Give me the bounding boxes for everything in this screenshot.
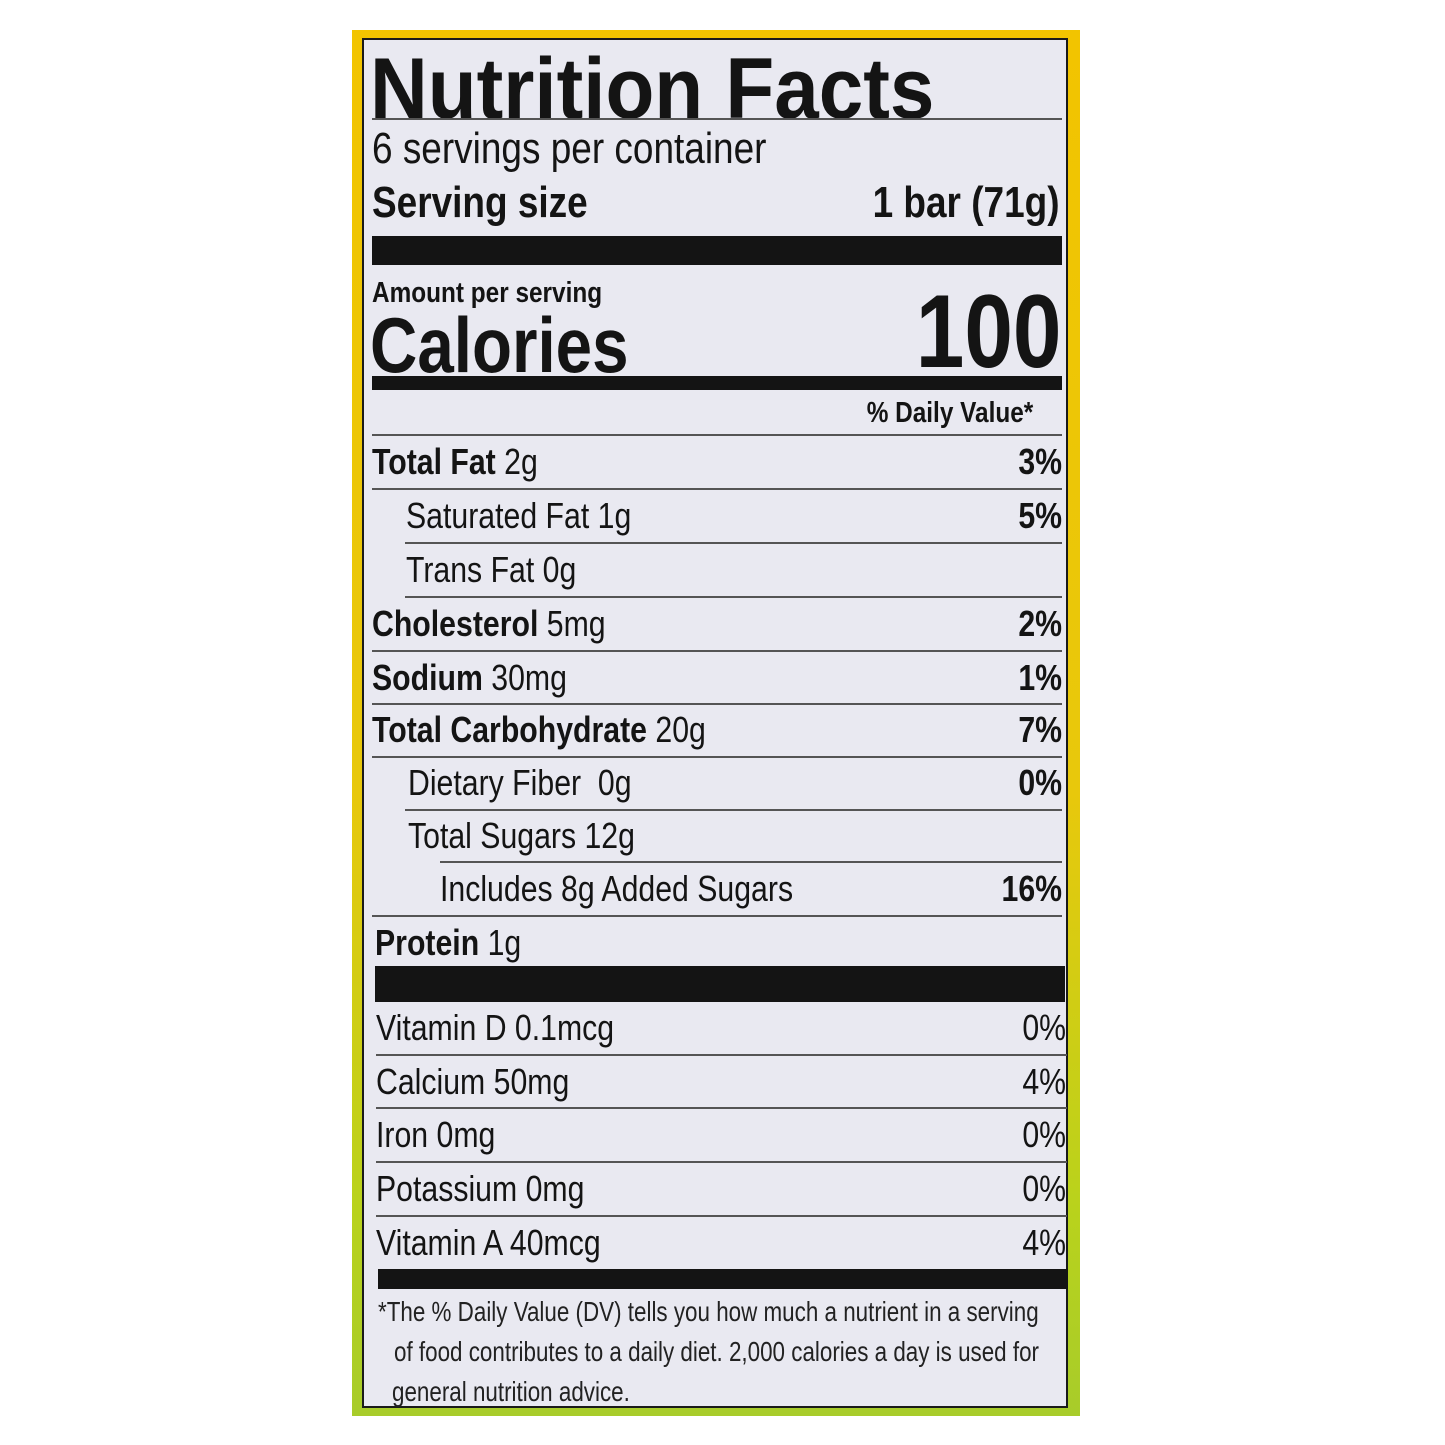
nutrient-row-total-carbohydrate: Total Carbohydrate 20g 7% bbox=[372, 705, 1062, 755]
footnote-line: *The % Daily Value (DV) tells you how mu… bbox=[378, 1296, 1039, 1327]
vitamin-row-iron: Iron 0mg 0% bbox=[376, 1110, 1066, 1160]
amount-per-serving: Amount per serving bbox=[372, 276, 646, 310]
divider bbox=[376, 1161, 1067, 1163]
title-text: Nutrition Facts bbox=[370, 41, 935, 137]
nutrient-amount: 1g bbox=[487, 922, 522, 963]
servings-text: 6 servings per container bbox=[372, 124, 767, 173]
divider bbox=[372, 756, 1062, 758]
divider bbox=[440, 861, 1062, 863]
serving-size-label-text: Serving size bbox=[372, 178, 588, 227]
nutrient-row-sodium: Sodium 30mg 1% bbox=[372, 653, 1062, 703]
nutrient-dv: 5% bbox=[1018, 495, 1062, 536]
nutrient-row-saturated-fat: Saturated Fat 1g 5% bbox=[372, 491, 1062, 541]
nutrient-name: Sodium bbox=[372, 657, 483, 698]
nutrient-amount: 20g bbox=[655, 709, 706, 750]
nutrient-row-dietary-fiber: Dietary Fiber 0g 0% bbox=[372, 758, 1062, 808]
nutrient-dv: 3% bbox=[1018, 441, 1062, 482]
divider bbox=[372, 434, 1062, 436]
nutrient-name: Includes 8g Added Sugars bbox=[440, 868, 794, 909]
vitamin-dv: 4% bbox=[1022, 1222, 1066, 1263]
vitamin-dv: 0% bbox=[1022, 1114, 1066, 1155]
nutrient-name: Cholesterol bbox=[372, 603, 539, 644]
divider bbox=[376, 1215, 1067, 1217]
divider bbox=[405, 809, 1062, 811]
thick-bar bbox=[372, 236, 1062, 265]
title: Nutrition Facts bbox=[370, 44, 977, 134]
nutrient-name: Total Fat bbox=[372, 441, 496, 482]
divider bbox=[372, 703, 1062, 705]
nutrient-row-cholesterol: Cholesterol 5mg 2% bbox=[372, 599, 1062, 649]
nutrient-row-total-sugars: Total Sugars 12g bbox=[372, 811, 1062, 861]
vitamin-name: Vitamin A 40mcg bbox=[376, 1222, 601, 1263]
nutrition-facts-panel bbox=[362, 38, 1068, 1408]
thick-bar bbox=[375, 966, 1065, 1002]
nutrient-dv: 2% bbox=[1018, 603, 1062, 644]
nutrient-row-trans-fat: Trans Fat 0g bbox=[372, 545, 1062, 595]
nutrient-dv: 1% bbox=[1018, 657, 1062, 698]
divider bbox=[372, 118, 1062, 120]
footnote-line: of food contributes to a daily diet. 2,0… bbox=[394, 1336, 1040, 1367]
dv-header-text: % Daily Value* bbox=[866, 397, 1033, 429]
amount-per-serving-text: Amount per serving bbox=[372, 277, 603, 309]
medium-bar bbox=[372, 376, 1062, 390]
vitamin-dv: 4% bbox=[1022, 1061, 1066, 1102]
servings-per-container: 6 servings per container bbox=[372, 124, 842, 174]
footnote-line: general nutrition advice. bbox=[392, 1376, 630, 1407]
vitamin-dv: 0% bbox=[1022, 1168, 1066, 1209]
calories-label-text: Calories bbox=[370, 301, 629, 389]
divider bbox=[405, 596, 1062, 598]
serving-size-label: Serving size bbox=[372, 178, 629, 228]
nutrient-name: Total Carbohydrate bbox=[372, 709, 647, 750]
nutrient-name: Dietary Fiber 0g bbox=[408, 762, 632, 803]
nutrient-row-total-fat: Total Fat 2g 3% bbox=[372, 437, 1062, 487]
footnote: *The % Daily Value (DV) tells you how mu… bbox=[378, 1292, 1204, 1412]
nutrient-amount: 2g bbox=[504, 441, 538, 482]
nutrient-amount: 30mg bbox=[491, 657, 567, 698]
nutrient-name: Protein bbox=[375, 922, 480, 963]
divider bbox=[376, 1107, 1067, 1109]
vitamin-name: Iron 0mg bbox=[376, 1114, 496, 1155]
calories-value: 100 bbox=[888, 280, 1062, 384]
thick-bar bbox=[378, 1269, 1068, 1289]
vitamin-name: Potassium 0mg bbox=[376, 1168, 585, 1209]
nutrient-row-added-sugars: Includes 8g Added Sugars 16% bbox=[372, 864, 1062, 914]
divider bbox=[376, 1054, 1067, 1056]
vitamin-dv: 0% bbox=[1022, 1007, 1066, 1048]
vitamin-row-calcium: Calcium 50mg 4% bbox=[376, 1057, 1066, 1107]
serving-size-value: 1 bar (71g) bbox=[837, 178, 1060, 228]
vitamin-name: Vitamin D 0.1mcg bbox=[376, 1007, 615, 1048]
daily-value-header: % Daily Value* bbox=[835, 396, 1033, 430]
nutrient-name: Trans Fat 0g bbox=[406, 549, 577, 590]
vitamin-row-d: Vitamin D 0.1mcg 0% bbox=[376, 1003, 1066, 1053]
vitamin-row-a: Vitamin A 40mcg 4% bbox=[376, 1218, 1066, 1268]
nutrient-dv: 16% bbox=[1001, 868, 1062, 909]
nutrient-name: Saturated Fat 1g bbox=[406, 495, 632, 536]
nutrient-dv: 0% bbox=[1018, 762, 1062, 803]
calories-value-text: 100 bbox=[916, 274, 1062, 390]
nutrient-name: Total Sugars 12g bbox=[408, 815, 635, 856]
nutrient-amount: 5mg bbox=[546, 603, 606, 644]
nutrient-dv: 7% bbox=[1018, 709, 1062, 750]
vitamin-row-potassium: Potassium 0mg 0% bbox=[376, 1164, 1066, 1214]
calories-label: Calories bbox=[370, 306, 678, 384]
divider bbox=[372, 650, 1062, 652]
divider bbox=[405, 542, 1062, 544]
nutrient-row-protein: Protein 1g bbox=[372, 918, 1062, 968]
vitamin-name: Calcium 50mg bbox=[376, 1061, 570, 1102]
divider bbox=[372, 488, 1062, 490]
serving-size-value-text: 1 bar (71g) bbox=[873, 178, 1060, 227]
divider bbox=[372, 915, 1062, 917]
